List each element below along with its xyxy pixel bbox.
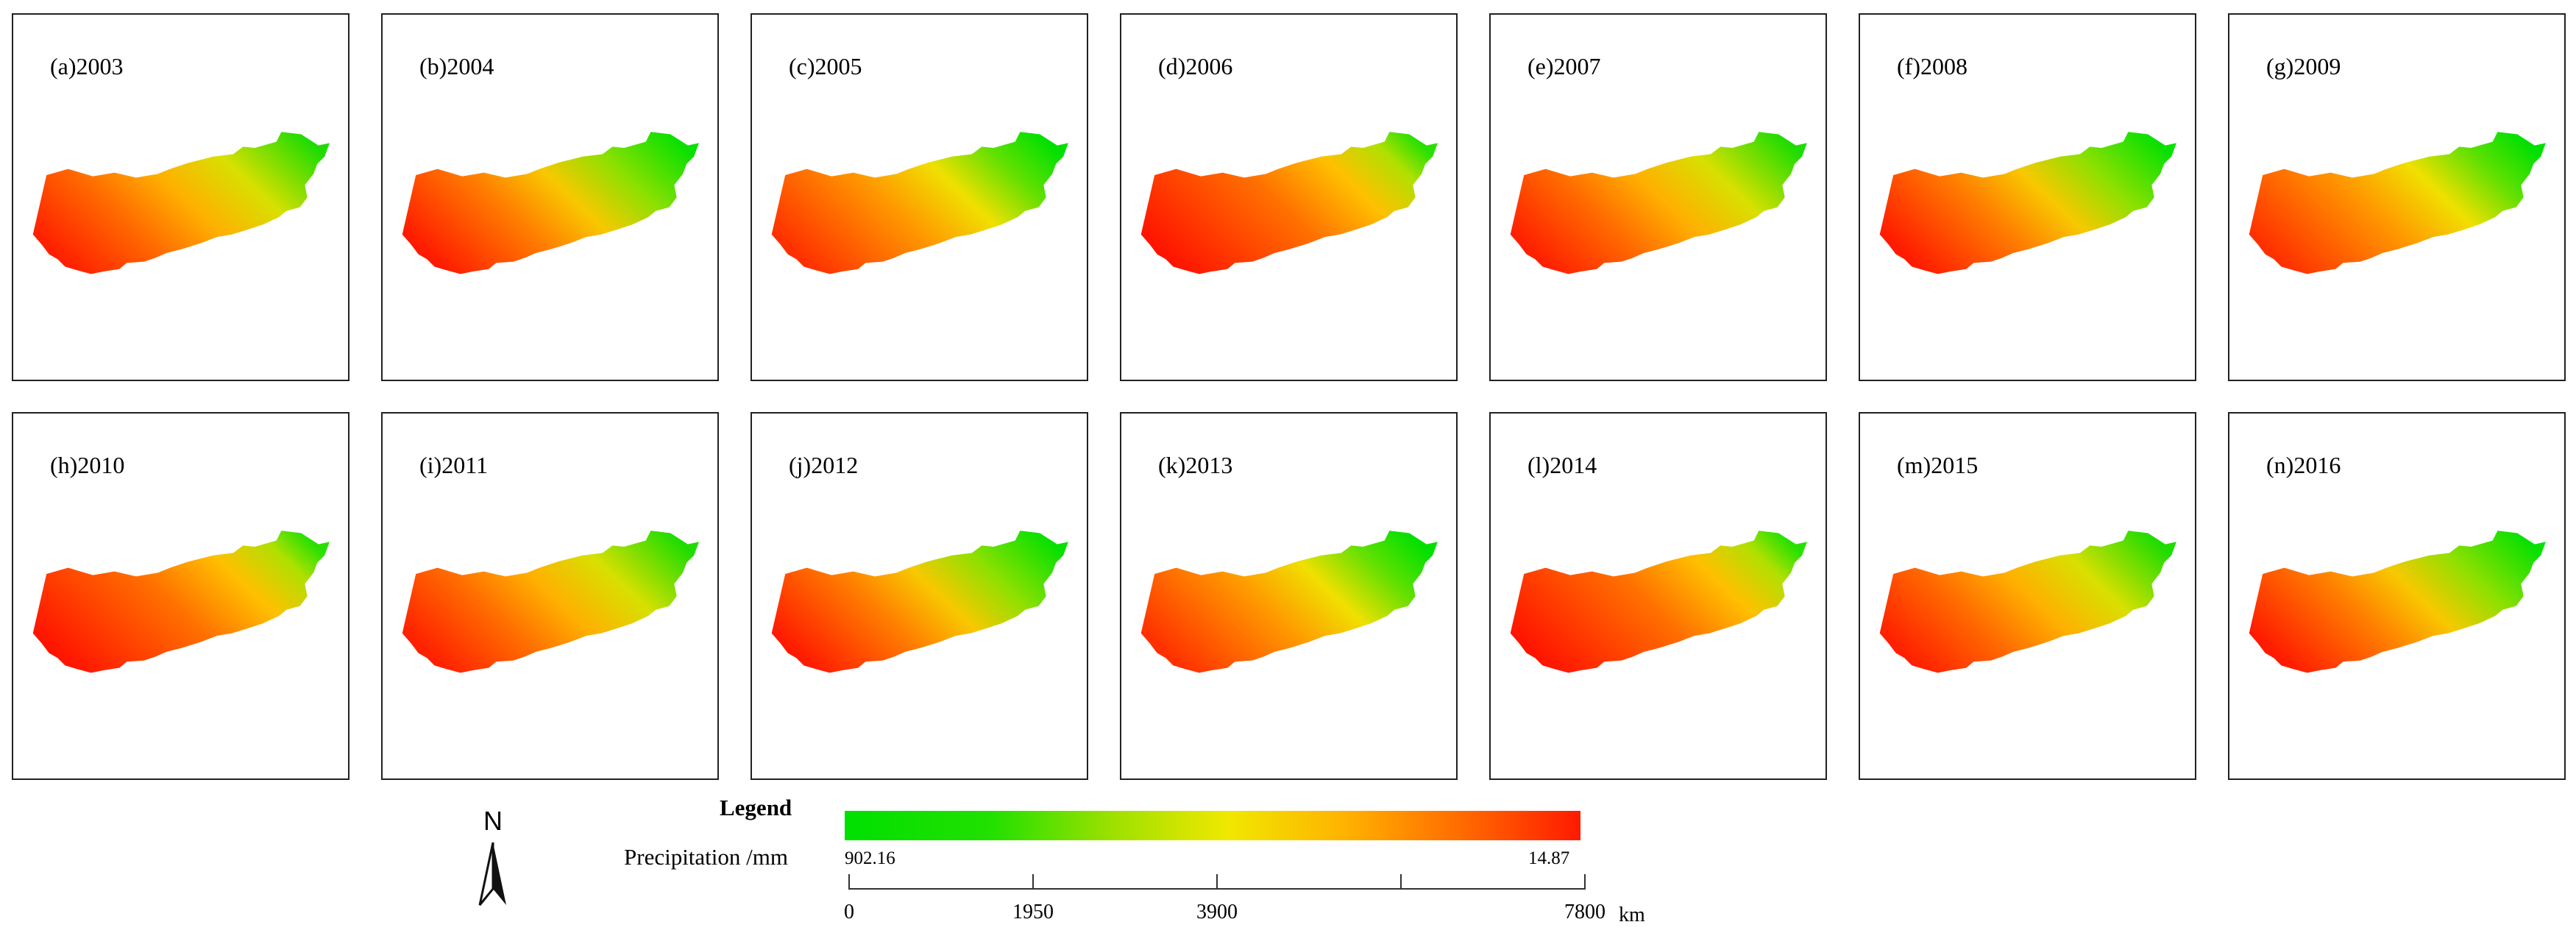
legend-max-value: 902.16 bbox=[845, 848, 895, 868]
scale-unit: km bbox=[1619, 904, 1645, 926]
precipitation-map bbox=[771, 531, 1068, 673]
map-panel: (i)2011 bbox=[381, 412, 719, 780]
map-panel: (e)2007 bbox=[1489, 13, 1827, 381]
precipitation-map bbox=[32, 132, 330, 274]
legend-min-value: 14.87 bbox=[1528, 848, 1570, 868]
inner-mongolia-region bbox=[2249, 531, 2546, 673]
inner-mongolia-region bbox=[1879, 132, 2176, 274]
panel-year-label: (e)2007 bbox=[1527, 53, 1601, 79]
precipitation-map bbox=[1879, 531, 2176, 673]
map-panel: (f)2008 bbox=[1859, 13, 2196, 381]
panel-year-label: (n)2016 bbox=[2266, 452, 2341, 478]
inner-mongolia-region bbox=[32, 531, 330, 673]
map-panel: (g)2009 bbox=[2228, 13, 2566, 381]
scale-tick bbox=[1032, 874, 1034, 890]
map-panel: (d)2006 bbox=[1120, 13, 1458, 381]
precipitation-map bbox=[32, 531, 330, 673]
inner-mongolia-region bbox=[402, 531, 699, 673]
north-arrow-label: N bbox=[483, 806, 503, 836]
scale-tick-label: 3900 bbox=[1196, 901, 1238, 923]
inner-mongolia-region bbox=[1510, 132, 1807, 274]
map-panel: (k)2013 bbox=[1120, 412, 1458, 780]
panel-year-label: (h)2010 bbox=[50, 452, 125, 478]
map-panel: (h)2010 bbox=[12, 412, 350, 780]
precipitation-color-ramp bbox=[845, 811, 1580, 840]
scale-tick-label: 1950 bbox=[1012, 901, 1054, 923]
panel-year-label: (j)2012 bbox=[789, 452, 859, 478]
scale-tick bbox=[1584, 874, 1586, 890]
map-panel: (c)2005 bbox=[751, 13, 1088, 381]
panel-year-label: (f)2008 bbox=[1897, 53, 1968, 79]
scale-tick bbox=[848, 874, 850, 890]
precipitation-map bbox=[1140, 531, 1438, 673]
panel-year-label: (g)2009 bbox=[2266, 53, 2341, 79]
map-panel: (j)2012 bbox=[751, 412, 1088, 780]
inner-mongolia-region bbox=[1879, 531, 2176, 673]
precipitation-map bbox=[1510, 531, 1807, 673]
precipitation-map bbox=[1140, 132, 1438, 274]
map-panel: (n)2016 bbox=[2228, 412, 2566, 780]
panel-year-label: (m)2015 bbox=[1897, 452, 1979, 478]
scale-tick-label: 0 bbox=[844, 901, 854, 923]
legend-variable-label: Precipitation /mm bbox=[624, 844, 788, 870]
precipitation-map bbox=[402, 132, 699, 274]
precipitation-map bbox=[2249, 531, 2546, 673]
north-arrow-icon bbox=[493, 842, 506, 905]
panel-year-label: (l)2014 bbox=[1527, 452, 1597, 478]
precipitation-map bbox=[1510, 132, 1807, 274]
scale-bar: 0 1950 3900 7800 km bbox=[843, 874, 1645, 933]
inner-mongolia-region bbox=[402, 132, 699, 274]
inner-mongolia-region bbox=[1510, 531, 1807, 673]
precipitation-map bbox=[771, 132, 1068, 274]
panel-year-label: (c)2005 bbox=[789, 53, 862, 79]
inner-mongolia-region bbox=[1140, 531, 1438, 673]
scale-tick bbox=[1216, 874, 1218, 890]
panel-year-label: (k)2013 bbox=[1158, 452, 1233, 478]
map-panel: (l)2014 bbox=[1489, 412, 1827, 780]
map-panel: (b)2004 bbox=[381, 13, 719, 381]
inner-mongolia-region bbox=[1140, 132, 1438, 274]
panel-year-label: (a)2003 bbox=[50, 53, 124, 79]
map-panel: (m)2015 bbox=[1859, 412, 2196, 780]
panel-year-label: (i)2011 bbox=[419, 452, 489, 478]
map-panel: (a)2003 bbox=[12, 13, 350, 381]
precipitation-map bbox=[1879, 132, 2176, 274]
precipitation-map bbox=[402, 531, 699, 673]
panel-year-label: (d)2006 bbox=[1158, 53, 1233, 79]
inner-mongolia-region bbox=[771, 531, 1068, 673]
precipitation-map bbox=[2249, 132, 2546, 274]
panel-year-label: (b)2004 bbox=[419, 53, 494, 79]
legend-title: Legend bbox=[720, 795, 792, 820]
inner-mongolia-region bbox=[771, 132, 1068, 274]
scale-tick bbox=[1400, 874, 1402, 890]
scale-tick-label: 7800 bbox=[1564, 901, 1605, 923]
north-arrow: N bbox=[464, 802, 522, 912]
inner-mongolia-region bbox=[2249, 132, 2546, 274]
inner-mongolia-region bbox=[32, 132, 330, 274]
